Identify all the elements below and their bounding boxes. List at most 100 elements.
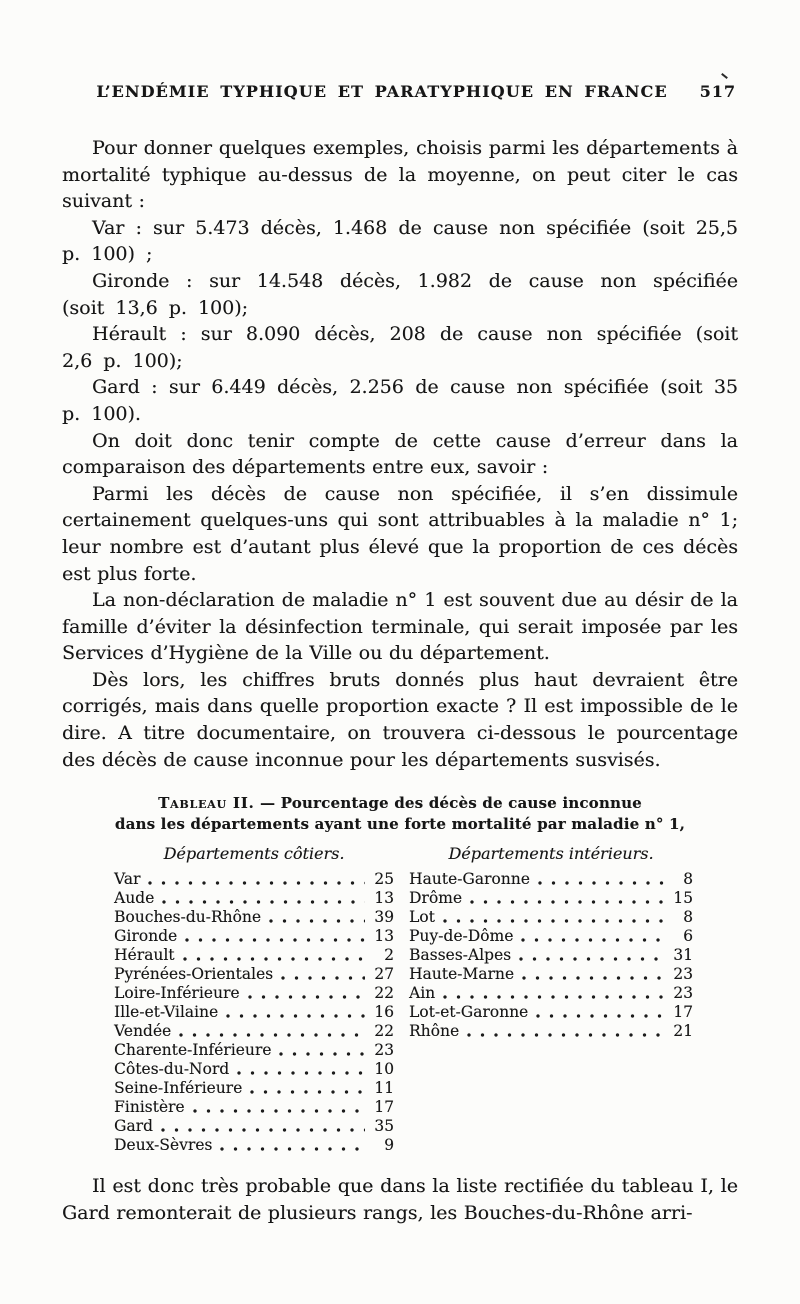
column-header-interior: Départements intérieurs. xyxy=(448,844,654,864)
paragraph: Pour donner quelques exemples, choisis p… xyxy=(62,137,738,213)
department-name: Puy-de-Dôme xyxy=(409,927,514,946)
paragraph: Dès lors, les chiffres bruts donnés plus… xyxy=(62,668,738,771)
running-title: L’ENDÉMIE TYPHIQUE ET PARATYPHIQUE EN FR… xyxy=(96,82,668,101)
department-value: 22 xyxy=(374,1022,394,1041)
dot-leader xyxy=(520,927,665,946)
table-row: Hérault 2 xyxy=(114,946,394,965)
department-name: Deux-Sèvres xyxy=(114,1136,213,1155)
table-2-block: Tableau II. — Pourcentage des décès de c… xyxy=(62,793,738,1155)
table-row: Puy-de-Dôme 6 xyxy=(409,927,693,946)
department-name: Drôme xyxy=(409,889,463,908)
department-value: 23 xyxy=(673,965,693,984)
table-title-line2: dans les départements ayant une forte mo… xyxy=(114,815,686,834)
paragraph: Gironde : sur 14.548 décès, 1.982 de cau… xyxy=(62,269,738,319)
table-row: Seine-Inférieure 11 xyxy=(114,1079,394,1098)
department-value: 17 xyxy=(673,1003,693,1022)
department-value: 17 xyxy=(374,1098,394,1117)
coastal-rows: Var 25 Aude 13 Bouches-du-Rhône 39 xyxy=(114,870,394,1155)
dot-leader xyxy=(518,946,665,965)
table-row: Basses-Alpes 31 xyxy=(409,946,693,965)
dot-leader xyxy=(537,870,665,889)
column-interior-departments: Départements intérieurs. Haute-Garonne 8… xyxy=(409,844,693,1155)
table-title-line1: Tableau II. — Pourcentage des décès de c… xyxy=(62,793,738,814)
dot-leader xyxy=(442,984,665,1003)
table-row: Côtes-du-Nord 10 xyxy=(114,1060,394,1079)
dot-leader xyxy=(184,927,366,946)
department-value: 10 xyxy=(374,1060,394,1079)
department-value: 13 xyxy=(374,927,394,946)
department-name: Haute-Garonne xyxy=(409,870,530,889)
dot-leader xyxy=(278,1041,366,1060)
table-columns: Départements côtiers. Var 25 Aude 13 Bou… xyxy=(62,844,738,1155)
table-row: Loire-Inférieure 22 xyxy=(114,984,394,1003)
table-row: Vendée 22 xyxy=(114,1022,394,1041)
department-value: 15 xyxy=(673,889,693,908)
dot-leader xyxy=(469,889,665,908)
department-value: 16 xyxy=(374,1003,394,1022)
department-value: 13 xyxy=(374,889,394,908)
dot-leader xyxy=(247,984,366,1003)
department-value: 23 xyxy=(673,984,693,1003)
table-title-rest: — Pourcentage des décès de cause inconnu… xyxy=(260,794,642,813)
department-value: 25 xyxy=(374,870,394,889)
department-name: Côtes-du-Nord xyxy=(114,1060,230,1079)
table-row: Bouches-du-Rhône 39 xyxy=(114,908,394,927)
column-coastal-departments: Départements côtiers. Var 25 Aude 13 Bou… xyxy=(114,844,394,1155)
department-value: 31 xyxy=(673,946,693,965)
department-name: Finistère xyxy=(114,1098,185,1117)
body-paragraphs: Pour donner quelques exemples, choisis p… xyxy=(62,135,738,773)
department-name: Lot-et-Garonne xyxy=(409,1003,529,1022)
paragraph: La non-déclaration de maladie n° 1 est s… xyxy=(62,589,738,665)
dot-leader xyxy=(521,965,665,984)
department-value: 21 xyxy=(673,1022,693,1041)
dot-leader xyxy=(225,1003,366,1022)
paragraph: Hérault : sur 8.090 décès, 208 de cause … xyxy=(62,323,738,372)
dot-leader xyxy=(236,1060,366,1079)
dot-leader xyxy=(160,1117,366,1136)
table-row: Haute-Marne 23 xyxy=(409,965,693,984)
table-row: Drôme 15 xyxy=(409,889,693,908)
page-header: L’ENDÉMIE TYPHIQUE ET PARATYPHIQUE EN FR… xyxy=(62,73,738,104)
table-row: Ain 23 xyxy=(409,984,693,1003)
department-name: Ain xyxy=(409,984,436,1003)
table-row: Gironde 13 xyxy=(114,927,394,946)
dot-leader xyxy=(182,946,366,965)
department-value: 11 xyxy=(374,1079,394,1098)
table-row: Charente-Inférieure 23 xyxy=(114,1041,394,1060)
page-number-text: 517 xyxy=(699,82,736,101)
department-name: Haute-Marne xyxy=(409,965,515,984)
department-name: Gard xyxy=(114,1117,153,1136)
dot-leader xyxy=(147,870,366,889)
table-row: Rhône 21 xyxy=(409,1022,693,1041)
dot-leader xyxy=(280,965,366,984)
table-row: Pyrénées-Orientales 27 xyxy=(114,965,394,984)
dot-leader xyxy=(442,908,665,927)
paragraph: Gard : sur 6.449 décès, 2.256 de cause n… xyxy=(62,376,738,425)
department-name: Ille-et-Vilaine xyxy=(114,1003,219,1022)
table-row: Lot 8 xyxy=(409,908,693,927)
interior-rows: Haute-Garonne 8 Drôme 15 Lot 8 P xyxy=(409,870,693,1041)
department-name: Vendée xyxy=(114,1022,172,1041)
table-row: Lot-et-Garonne 17 xyxy=(409,1003,693,1022)
table-row: Aude 13 xyxy=(114,889,394,908)
dot-leader xyxy=(161,889,366,908)
table-row: Var 25 xyxy=(114,870,394,889)
department-value: 6 xyxy=(683,927,693,946)
table-row: Haute-Garonne 8 xyxy=(409,870,693,889)
column-header-coastal: Départements côtiers. xyxy=(163,844,345,864)
table-row: Deux-Sèvres 9 xyxy=(114,1136,394,1155)
scan-accent-mark xyxy=(721,73,728,79)
dot-leader xyxy=(219,1136,366,1155)
department-value: 8 xyxy=(683,908,693,927)
department-value: 8 xyxy=(683,870,693,889)
table-row: Gard 35 xyxy=(114,1117,394,1136)
closing-paragraph: Il est donc très probable que dans la li… xyxy=(62,1175,738,1224)
paragraph: On doit donc tenir compte de cette cause… xyxy=(62,429,738,479)
department-name: Rhône xyxy=(409,1022,460,1041)
department-value: 27 xyxy=(374,965,394,984)
dot-leader xyxy=(178,1022,366,1041)
department-name: Aude xyxy=(114,889,155,908)
department-name: Pyrénées-Orientales xyxy=(114,965,274,984)
department-name: Seine-Inférieure xyxy=(114,1079,243,1098)
department-value: 9 xyxy=(384,1136,394,1155)
